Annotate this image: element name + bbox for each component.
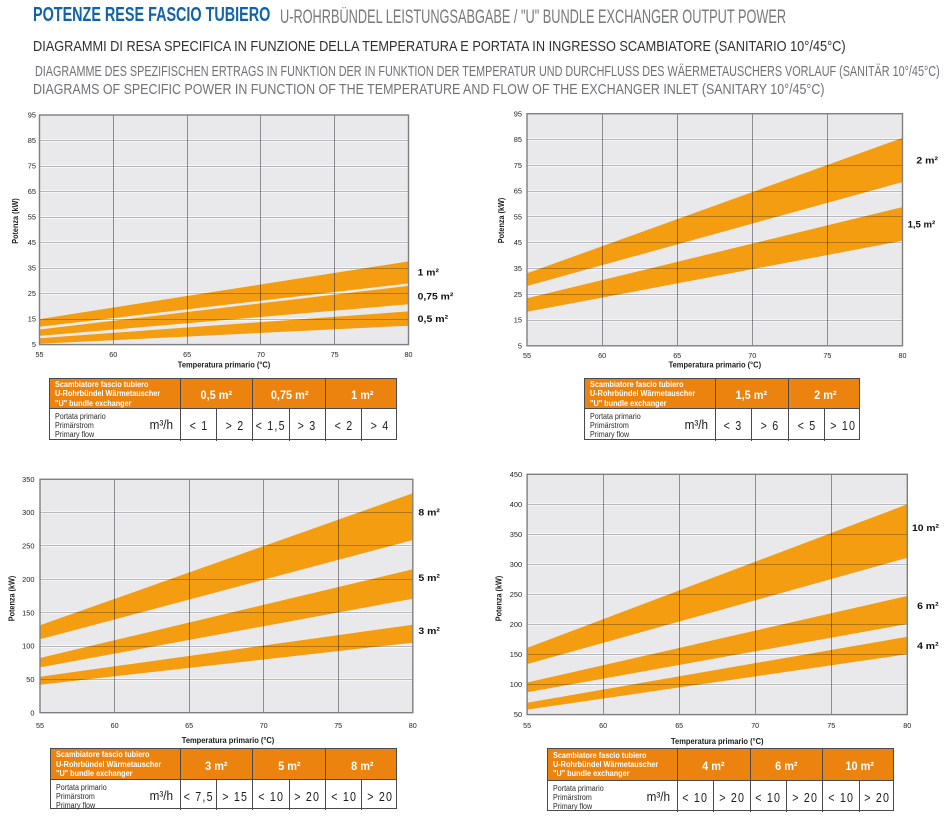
svg-text:15: 15 bbox=[514, 316, 522, 325]
svg-text:5: 5 bbox=[32, 340, 36, 349]
svg-text:100: 100 bbox=[22, 642, 34, 651]
svg-text:95: 95 bbox=[514, 109, 522, 118]
svg-text:25: 25 bbox=[514, 290, 522, 299]
svg-text:80: 80 bbox=[405, 350, 413, 359]
svg-text:Temperatura primario (°C): Temperatura primario (°C) bbox=[671, 737, 764, 746]
svg-text:50: 50 bbox=[514, 710, 522, 719]
svg-text:55: 55 bbox=[514, 213, 522, 222]
svg-text:100: 100 bbox=[510, 680, 522, 689]
svg-text:55: 55 bbox=[523, 351, 531, 360]
svg-text:3 m²: 3 m² bbox=[418, 626, 440, 636]
svg-text:250: 250 bbox=[22, 542, 34, 551]
svg-text:65: 65 bbox=[185, 721, 193, 730]
svg-text:0,5 m²: 0,5 m² bbox=[418, 314, 448, 324]
svg-text:80: 80 bbox=[903, 721, 911, 730]
svg-text:75: 75 bbox=[514, 161, 522, 170]
svg-text:350: 350 bbox=[22, 475, 34, 484]
svg-text:25: 25 bbox=[28, 289, 36, 298]
svg-text:0: 0 bbox=[30, 708, 34, 717]
svg-text:5 m²: 5 m² bbox=[418, 573, 440, 583]
svg-text:200: 200 bbox=[22, 575, 34, 584]
svg-text:55: 55 bbox=[36, 721, 44, 730]
svg-text:Potenza (kW): Potenza (kW) bbox=[11, 198, 20, 244]
svg-text:85: 85 bbox=[514, 135, 522, 144]
svg-text:85: 85 bbox=[28, 136, 36, 145]
svg-text:10 m²: 10 m² bbox=[912, 523, 939, 533]
svg-text:Temperatura primario (°C): Temperatura primario (°C) bbox=[182, 736, 275, 745]
svg-text:65: 65 bbox=[28, 187, 36, 196]
svg-text:Potenza (kW): Potenza (kW) bbox=[497, 197, 506, 243]
svg-text:400: 400 bbox=[510, 500, 522, 509]
svg-text:4 m²: 4 m² bbox=[917, 641, 939, 651]
svg-text:300: 300 bbox=[510, 560, 522, 569]
svg-text:8 m²: 8 m² bbox=[418, 507, 440, 517]
svg-text:45: 45 bbox=[514, 238, 522, 247]
svg-text:Potenza (kW): Potenza (kW) bbox=[495, 575, 504, 621]
svg-text:55: 55 bbox=[28, 213, 36, 222]
svg-text:150: 150 bbox=[510, 650, 522, 659]
svg-text:15: 15 bbox=[28, 315, 36, 324]
svg-text:60: 60 bbox=[111, 721, 119, 730]
svg-text:6 m²: 6 m² bbox=[917, 601, 939, 611]
svg-text:50: 50 bbox=[26, 675, 34, 684]
svg-text:250: 250 bbox=[510, 590, 522, 599]
svg-text:75: 75 bbox=[331, 350, 339, 359]
svg-text:Potenza (kW): Potenza (kW) bbox=[8, 575, 17, 621]
svg-text:95: 95 bbox=[28, 111, 36, 120]
svg-text:70: 70 bbox=[260, 721, 268, 730]
svg-text:Temperatura primario (°C): Temperatura primario (°C) bbox=[178, 361, 271, 370]
svg-text:75: 75 bbox=[28, 162, 36, 171]
svg-text:2 m²: 2 m² bbox=[916, 156, 938, 166]
svg-text:75: 75 bbox=[334, 721, 342, 730]
svg-text:5: 5 bbox=[518, 341, 522, 350]
svg-text:65: 65 bbox=[514, 187, 522, 196]
svg-text:60: 60 bbox=[109, 350, 117, 359]
svg-text:55: 55 bbox=[523, 721, 531, 730]
svg-text:350: 350 bbox=[510, 530, 522, 539]
svg-text:1,5 m²: 1,5 m² bbox=[908, 219, 936, 229]
svg-text:0,75 m²: 0,75 m² bbox=[418, 291, 454, 301]
svg-text:300: 300 bbox=[22, 508, 34, 517]
svg-text:80: 80 bbox=[899, 351, 907, 360]
svg-text:35: 35 bbox=[28, 264, 36, 273]
svg-text:65: 65 bbox=[183, 350, 191, 359]
svg-text:60: 60 bbox=[599, 721, 607, 730]
svg-text:70: 70 bbox=[257, 350, 265, 359]
svg-text:70: 70 bbox=[751, 721, 759, 730]
svg-text:1 m²: 1 m² bbox=[418, 268, 439, 278]
svg-text:75: 75 bbox=[823, 351, 831, 360]
svg-text:80: 80 bbox=[409, 721, 417, 730]
svg-text:65: 65 bbox=[675, 721, 683, 730]
svg-text:150: 150 bbox=[22, 608, 34, 617]
svg-text:450: 450 bbox=[510, 470, 522, 479]
svg-text:75: 75 bbox=[827, 721, 835, 730]
svg-text:Temperatura primario (°C): Temperatura primario (°C) bbox=[669, 361, 762, 370]
svg-text:200: 200 bbox=[510, 620, 522, 629]
svg-text:55: 55 bbox=[36, 350, 44, 359]
svg-text:70: 70 bbox=[748, 351, 756, 360]
svg-text:60: 60 bbox=[598, 351, 606, 360]
svg-text:35: 35 bbox=[514, 264, 522, 273]
svg-text:65: 65 bbox=[673, 351, 681, 360]
svg-text:45: 45 bbox=[28, 238, 36, 247]
